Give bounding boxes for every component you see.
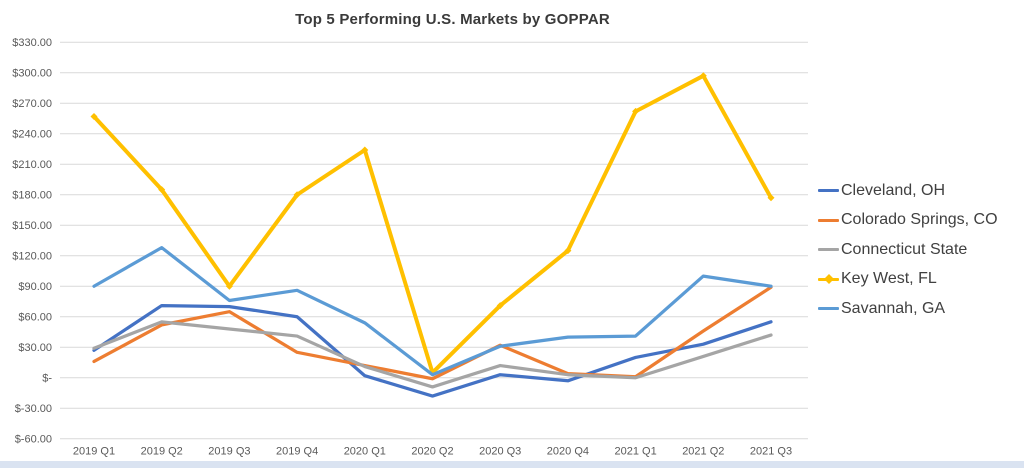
x-axis-tick-label: 2021 Q3 [750, 446, 792, 458]
series-line-colorado-springs-co [92, 285, 773, 381]
series-line-connecticut-state [92, 320, 773, 389]
series-line-cleveland-oh [92, 303, 773, 398]
legend-line-swatch [818, 248, 839, 252]
y-axis-tick-label: $60.00 [18, 312, 52, 324]
x-axis-tick-label: 2019 Q4 [276, 446, 318, 458]
x-axis-tick-label: 2019 Q2 [141, 446, 183, 458]
series-marker-key-west-fl [767, 194, 775, 202]
legend-line-swatch [818, 218, 839, 222]
legend-diamond-marker [823, 274, 834, 285]
series-marker-key-west-fl [293, 191, 301, 199]
y-axis-tick-label: $300.00 [12, 68, 52, 80]
x-axis-tick-label: 2020 Q4 [547, 446, 589, 458]
y-axis-tick-label: $- [42, 373, 52, 385]
series-marker-key-west-fl [632, 107, 640, 115]
series-marker-key-west-fl [496, 302, 504, 310]
legend-label: Connecticut State [841, 240, 968, 258]
series-marker-key-west-fl [699, 72, 707, 80]
y-axis-tick-label: $330.00 [12, 37, 52, 49]
y-axis-tick-label: $120.00 [12, 251, 52, 263]
series-marker-key-west-fl [225, 282, 233, 290]
series-line-key-west-fl [92, 73, 773, 375]
y-axis-tick-label: $270.00 [12, 98, 52, 110]
legend-item: Connecticut State [818, 235, 998, 265]
legend-label: Savannah, GA [841, 299, 946, 317]
legend-item: Savannah, GA [818, 294, 998, 324]
bottom-window-strip [0, 461, 1024, 468]
legend-item: Cleveland, OH [818, 176, 998, 206]
y-axis-tick-label: $-60.00 [15, 434, 52, 446]
x-axis-tick-label: 2020 Q3 [479, 446, 521, 458]
x-axis-tick-label: 2020 Q1 [344, 446, 386, 458]
x-axis-tick-label: 2021 Q1 [614, 446, 656, 458]
y-axis-tick-label: $90.00 [18, 281, 52, 293]
x-axis-tick-label: 2021 Q2 [682, 446, 724, 458]
legend-line-swatch [818, 274, 839, 285]
y-axis-tick-label: $180.00 [12, 190, 52, 202]
legend-item: Key West, FL [818, 265, 998, 295]
legend-line-swatch [818, 307, 839, 311]
legend-label: Cleveland, OH [841, 181, 946, 199]
y-axis-tick-label: $30.00 [18, 342, 52, 354]
y-axis-tick-label: $-30.00 [15, 403, 52, 415]
x-axis-tick-label: 2019 Q3 [208, 446, 250, 458]
series-marker-key-west-fl [361, 146, 369, 154]
y-axis-tick-label: $150.00 [12, 220, 52, 232]
series-marker-key-west-fl [564, 247, 572, 255]
legend: Cleveland, OH Colorado Springs, CO Conne… [818, 176, 998, 324]
y-axis-tick-label: $210.00 [12, 159, 52, 171]
series-marker-key-west-fl [90, 112, 98, 120]
x-axis-tick-label: 2019 Q1 [73, 446, 115, 458]
legend-label: Colorado Springs, CO [841, 211, 998, 229]
legend-line-swatch [818, 189, 839, 193]
y-axis-tick-label: $240.00 [12, 129, 52, 141]
x-axis-tick-label: 2020 Q2 [411, 446, 453, 458]
series-line-savannah-ga [92, 245, 773, 377]
legend-label: Key West, FL [841, 270, 937, 288]
chart-title: Top 5 Performing U.S. Markets by GOPPAR [295, 11, 610, 28]
series-marker-key-west-fl [158, 186, 166, 194]
legend-item: Colorado Springs, CO [818, 206, 998, 236]
